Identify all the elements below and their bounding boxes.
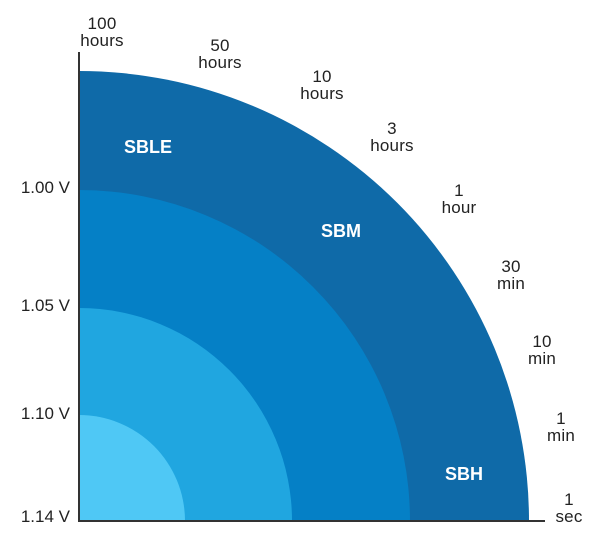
time-unit: min: [528, 349, 556, 368]
time-unit: hours: [300, 84, 344, 103]
time-label-30-min: 30 min: [481, 258, 541, 292]
time-value: 30: [501, 257, 521, 276]
time-value: 100: [87, 14, 117, 33]
time-label-1-hour: 1 hour: [429, 182, 489, 216]
time-label-1-min: 1 min: [531, 410, 591, 444]
time-unit: min: [547, 426, 575, 445]
time-value: 1: [564, 490, 574, 509]
time-value: 1: [556, 409, 566, 428]
time-label-10-min: 10 min: [512, 333, 572, 367]
time-value: 10: [312, 67, 332, 86]
time-label-100-hours: 100 hours: [72, 15, 132, 49]
time-value: 10: [532, 332, 552, 351]
voltage-label-1-14: 1.14 V: [20, 507, 70, 526]
time-unit: hours: [80, 31, 124, 50]
time-value: 50: [210, 36, 230, 55]
time-unit: hours: [198, 53, 242, 72]
time-unit: min: [497, 274, 525, 293]
time-label-3-hours: 3 hours: [362, 120, 422, 154]
time-label-10-hours: 10 hours: [292, 68, 352, 102]
time-unit: sec: [555, 507, 583, 526]
time-unit: hours: [370, 136, 414, 155]
ring-inner: [79, 415, 185, 521]
time-label-50-hours: 50 hours: [190, 37, 250, 71]
voltage-label-1-00: 1.00 V: [20, 178, 70, 197]
time-value: 1: [454, 181, 464, 200]
zone-label-sble: SBLE: [124, 137, 173, 157]
voltage-label-1-05: 1.05 V: [20, 296, 70, 315]
time-value: 3: [387, 119, 397, 138]
time-unit: hour: [441, 198, 477, 217]
zone-label-sbm: SBM: [321, 221, 361, 241]
time-label-1-sec: 1 sec: [539, 491, 599, 525]
zone-label-sbh: SBH: [445, 464, 484, 484]
voltage-label-1-10: 1.10 V: [20, 404, 70, 423]
